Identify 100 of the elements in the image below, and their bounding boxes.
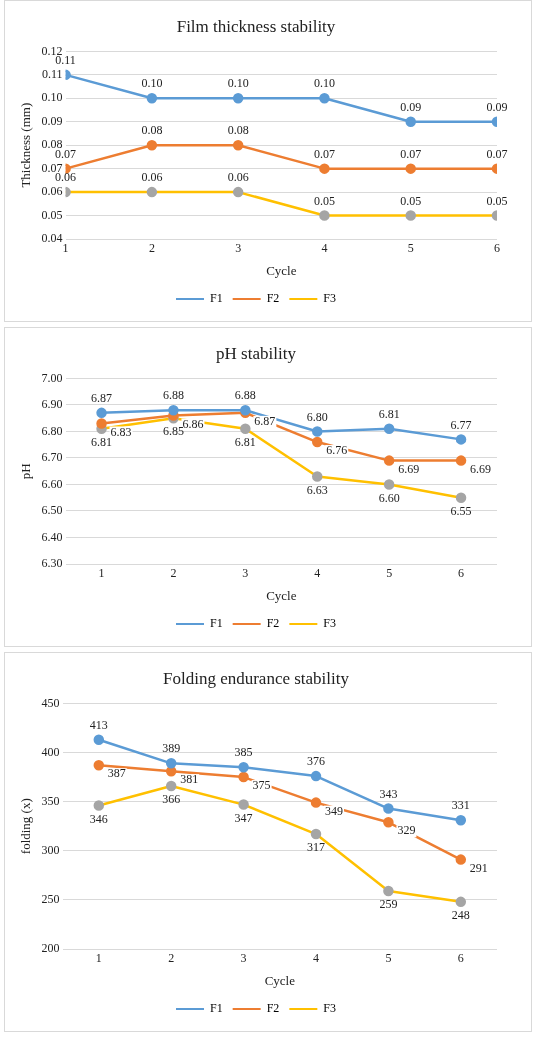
data-label: 331: [451, 798, 470, 813]
x-tick-label: 2: [168, 951, 175, 966]
legend-label: F3: [323, 616, 337, 631]
y-tick-label: 400: [41, 744, 60, 759]
data-label: 248: [451, 908, 470, 922]
y-axis-title: pH: [18, 463, 34, 480]
data-label: 6.69: [470, 461, 492, 476]
y-tick-label: 0.11: [42, 67, 63, 82]
data-label: 413: [89, 717, 108, 732]
legend-label: F2: [266, 291, 280, 306]
data-label: 0.10: [141, 76, 163, 91]
x-axis-title: Cycle: [264, 972, 296, 988]
data-label: 0.07: [313, 146, 335, 161]
x-axis-title: Cycle: [266, 262, 297, 278]
data-label: 376: [307, 754, 325, 769]
data-label: 343: [379, 786, 398, 801]
x-tick-label: 3: [242, 566, 249, 581]
y-axis-title: Thickness (mm): [18, 102, 34, 188]
legend-label: F2: [266, 616, 280, 631]
data-label: 0.08: [141, 123, 163, 138]
x-tick-label: 1: [62, 241, 69, 256]
y-tick-label: 450: [41, 695, 60, 710]
x-tick-label: 5: [407, 241, 414, 256]
data-label: 0.08: [227, 123, 249, 138]
x-tick-label: 4: [313, 951, 319, 966]
data-label: 389: [162, 741, 181, 756]
data-label: 291: [469, 860, 488, 875]
data-label: 6.55: [450, 503, 472, 518]
data-label: 385: [234, 745, 253, 760]
data-label: 6.87: [91, 391, 113, 406]
legend-label: F1: [209, 291, 223, 306]
data-label: 6.88: [162, 388, 184, 403]
data-label: 0.05: [400, 193, 422, 208]
y-tick-label: 6.40: [41, 529, 63, 544]
data-label: 6.86: [182, 416, 204, 431]
y-tick-label: 300: [41, 842, 60, 857]
data-label: 0.07: [486, 146, 508, 161]
x-tick-label: 1: [98, 566, 105, 581]
data-label: 0.06: [141, 170, 163, 185]
chart-title: Film thickness stability: [176, 16, 336, 36]
data-label: 6.63: [306, 482, 328, 497]
data-label: 346: [89, 811, 108, 826]
data-label: 329: [397, 823, 416, 838]
x-axis-title: Cycle: [266, 587, 297, 603]
data-label: 0.07: [400, 146, 422, 161]
chart-title: pH stability: [216, 343, 297, 363]
data-label: 6.60: [378, 490, 400, 505]
y-tick-label: 6.60: [41, 476, 63, 491]
data-label: 6.69: [398, 461, 420, 476]
data-label: 317: [307, 840, 325, 855]
data-label: 381: [180, 772, 199, 787]
y-tick-label: 250: [41, 892, 60, 907]
data-label: 6.80: [306, 409, 328, 424]
legend-label: F2: [266, 1001, 280, 1016]
y-tick-label: 6.50: [41, 503, 63, 518]
y-tick-label: 0.04: [41, 231, 63, 246]
x-tick-label: 3: [235, 241, 242, 256]
x-tick-label: 6: [494, 241, 500, 256]
x-tick-label: 5: [385, 951, 392, 966]
data-label: 387: [107, 766, 126, 781]
x-tick-label: 5: [386, 566, 393, 581]
data-label: 6.76: [326, 443, 348, 458]
y-tick-label: 0.10: [41, 90, 63, 105]
legend-label: F3: [323, 1001, 337, 1016]
data-label: 6.87: [254, 414, 276, 429]
y-tick-label: 0.06: [41, 184, 63, 199]
data-label: 375: [252, 778, 271, 793]
data-label: 6.83: [110, 424, 132, 439]
data-label: 6.81: [234, 434, 256, 449]
data-label: 0.05: [313, 193, 335, 208]
y-tick-label: 6.30: [41, 556, 63, 571]
y-tick-label: 6.70: [41, 450, 63, 465]
data-label: 0.09: [486, 99, 508, 114]
data-label: 0.06: [227, 170, 249, 185]
x-tick-label: 4: [314, 566, 321, 581]
data-label: 0.09: [400, 99, 422, 114]
y-tick-label: 6.90: [41, 397, 63, 412]
data-label: 366: [162, 792, 181, 807]
data-label: 6.85: [162, 424, 184, 439]
x-tick-label: 6: [458, 566, 465, 581]
x-tick-label: 4: [321, 241, 328, 256]
legend-label: F3: [323, 291, 337, 306]
data-label: 6.88: [234, 388, 256, 403]
data-label: 0.05: [486, 193, 508, 208]
y-tick-label: 0.09: [41, 113, 63, 128]
data-label: 0.10: [227, 76, 249, 91]
legend-label: F1: [209, 1001, 223, 1016]
data-label: 6.77: [450, 417, 472, 432]
x-tick-label: 6: [457, 951, 464, 966]
y-tick-label: 6.80: [41, 423, 63, 438]
y-tick-label: 350: [41, 793, 60, 808]
x-tick-label: 1: [95, 951, 102, 966]
data-label: 0.10: [313, 76, 335, 91]
y-tick-label: 7.00: [41, 370, 63, 385]
chart-title: Folding endurance stability: [162, 668, 350, 688]
x-tick-label: 3: [240, 951, 247, 966]
data-label: 347: [234, 810, 253, 825]
data-label: 259: [379, 897, 398, 912]
legend-label: F1: [209, 616, 223, 631]
x-tick-label: 2: [170, 566, 177, 581]
